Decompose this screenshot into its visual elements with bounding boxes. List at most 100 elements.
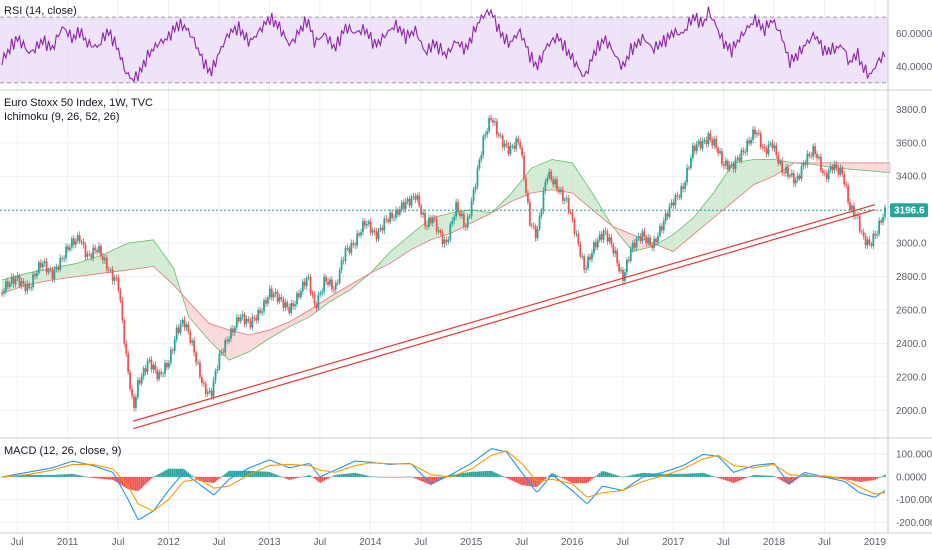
cloud-segment (822, 162, 825, 167)
histogram-bar (350, 473, 353, 477)
candle-body (486, 131, 489, 135)
candle-body (96, 250, 99, 253)
cloud-segment (279, 325, 282, 333)
price-axis: 3800.03600.03400.03200.03000.02800.02600… (896, 105, 927, 417)
histogram-bar (346, 473, 349, 477)
histogram-bar (635, 474, 638, 477)
macd-pane[interactable]: MACD (12, 26, close, 9) 100.0000 0.0000 -1… (1, 445, 932, 529)
candle-body (18, 275, 21, 287)
candle-body (488, 117, 490, 132)
trendline[interactable] (133, 204, 876, 422)
candle-body (773, 145, 776, 149)
candle-body (771, 143, 774, 149)
candle-body (821, 170, 824, 173)
y-tick-label: -200.0000 (896, 518, 932, 529)
cloud-segment (510, 191, 513, 202)
histogram-bar (396, 476, 399, 478)
histogram-bar (138, 476, 141, 490)
candle-body (715, 138, 718, 148)
cloud-segment (741, 161, 744, 195)
cloud-segment (844, 162, 847, 169)
histogram-bar (497, 474, 500, 477)
cloud-segment (826, 162, 829, 167)
cloud-segment (116, 247, 119, 272)
histogram-bar (647, 473, 650, 477)
price-pane[interactable]: Euro Stoxx 50 Index, 1W, TVC Ichimoku (9… (0, 97, 928, 430)
rsi-pane[interactable]: RSI (14, close) 60.0000 40.0000 (0, 5, 932, 84)
candle-body (67, 246, 69, 250)
cloud-segment (165, 256, 167, 279)
cloud-segment (320, 301, 323, 309)
candle-body (117, 278, 120, 291)
candle-body (197, 362, 199, 364)
candle-body (369, 221, 372, 233)
candle-body (129, 372, 131, 390)
cloud-segment (590, 189, 592, 210)
candle-body (453, 216, 456, 221)
candle-body (790, 172, 793, 176)
candle-body (759, 133, 762, 148)
histogram-bar (375, 476, 378, 478)
cloud-segment (786, 161, 788, 169)
histogram-bar (755, 475, 758, 477)
histogram-bar (882, 475, 884, 477)
time-axis[interactable]: Jul 2011 Jul 2012 Jul 2013 Jul 2014 Jul 2015 Jul 20… (11, 537, 887, 548)
histogram-bar (468, 472, 471, 477)
cloud-segment (130, 242, 133, 270)
candle-body (63, 258, 66, 260)
candle-body (820, 156, 822, 171)
candle-body (34, 274, 36, 277)
last-price-badge (890, 203, 928, 218)
candle-body (28, 283, 31, 289)
cloud-segment (227, 329, 230, 361)
histogram-bar (367, 475, 370, 477)
candle-body (325, 276, 327, 282)
cloud-segment (762, 159, 765, 181)
trendlines[interactable] (133, 204, 876, 430)
histogram-bar (480, 471, 483, 477)
histogram-bar (614, 474, 617, 477)
cloud-segment (219, 326, 222, 353)
histogram-bar (278, 475, 281, 477)
candle-body (837, 167, 840, 175)
candle-body (736, 157, 739, 160)
histogram-bar (674, 473, 677, 477)
candle-body (785, 167, 787, 173)
trendline[interactable] (133, 209, 876, 430)
candle-body (591, 253, 593, 260)
cloud-segment (770, 159, 773, 178)
candle-body (278, 297, 281, 302)
histogram-bar (523, 476, 525, 486)
candle-body (781, 160, 784, 173)
cloud-segment (572, 163, 575, 195)
cloud-segment (522, 177, 525, 197)
candle-body (480, 154, 483, 160)
candle-body (788, 175, 791, 177)
candle-body (796, 175, 799, 180)
candle-body (592, 242, 595, 254)
histogram-bar (325, 476, 327, 480)
cloud-segment (628, 233, 631, 250)
candle-body (395, 209, 397, 218)
candle-body (10, 276, 13, 284)
cloud-segment (506, 196, 509, 205)
histogram-bar (624, 476, 626, 478)
histogram-bar (301, 476, 304, 478)
cloud-segment (126, 243, 129, 271)
histogram-bar (342, 474, 345, 477)
candle-body (410, 196, 413, 206)
candle-body (92, 247, 95, 258)
candle-body (433, 218, 436, 219)
candle-body (528, 202, 531, 225)
candle-body (559, 189, 562, 193)
cloud-segment (681, 226, 684, 245)
histogram-bar (410, 476, 413, 478)
candle-body (556, 179, 558, 190)
candle-body (655, 238, 657, 243)
histogram-bar (414, 476, 417, 479)
histogram-bar (1, 476, 3, 478)
candle-body (530, 224, 533, 226)
cloud-segment (584, 180, 587, 205)
cloud-segment (232, 330, 235, 359)
candle-body (313, 294, 316, 304)
